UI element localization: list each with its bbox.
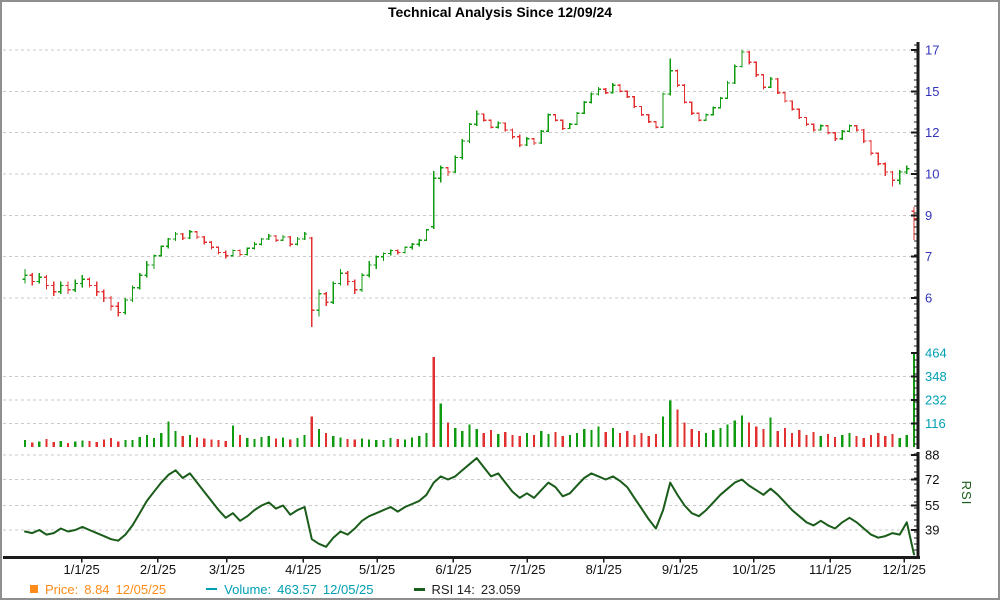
price-axis-label: 15 <box>925 84 939 99</box>
legend-item-rsi: RSI 14: 23.059 <box>413 582 527 597</box>
legend-volume-text: Volume: 463.57 12/05/25 <box>224 582 373 597</box>
legend-price-value: 8.84 <box>84 581 110 597</box>
x-axis-label: 6/1/25 <box>435 562 471 577</box>
gridlines <box>3 49 916 531</box>
price-series-marker-icon <box>30 585 38 593</box>
legend-item-volume: Volume: 463.57 12/05/25 <box>206 582 374 597</box>
rsi-axis-label: 39 <box>925 523 939 538</box>
x-axis-label: 4/1/25 <box>285 562 321 577</box>
rsi-line <box>24 457 915 556</box>
x-axis <box>3 556 920 563</box>
legend-item-price: Price: 8.84 12/05/25 <box>30 582 166 597</box>
legend-rsi-label: RSI 14: <box>431 581 475 597</box>
legend-rsi-text: RSI 14: 23.059 <box>432 582 527 597</box>
price-axis-label: 12 <box>925 125 939 140</box>
x-axis-label: 7/1/25 <box>509 562 545 577</box>
x-axis-label: 11/1/25 <box>809 562 851 577</box>
rsi-pane-axis-title: RSI <box>959 481 974 506</box>
legend-price-date: 12/05/25 <box>115 581 167 597</box>
x-axis-label: 3/1/25 <box>209 562 245 577</box>
right-axis <box>911 42 920 559</box>
volume-series-marker-icon <box>206 588 218 590</box>
rsi-axis-label: 72 <box>925 472 939 487</box>
x-axis-label: 5/1/25 <box>359 562 395 577</box>
x-axis-label: 10/1/25 <box>732 562 775 577</box>
x-axis-label: 2/1/25 <box>140 562 176 577</box>
rsi-series-marker-icon <box>413 587 425 591</box>
legend-volume-date: 12/05/25 <box>322 581 374 597</box>
x-axis-label: 12/1/25 <box>882 562 925 577</box>
page-title: Technical Analysis Since 12/09/24 <box>387 4 613 20</box>
legend-volume-label: Volume: <box>224 581 272 597</box>
price-axis-label: 7 <box>925 249 932 264</box>
volume-bars <box>23 353 916 447</box>
volume-axis-label: 348 <box>925 369 947 384</box>
x-axis-label: 8/1/25 <box>586 562 622 577</box>
legend-volume-value: 463.57 <box>277 581 317 597</box>
x-axis-label: 1/1/25 <box>64 562 100 577</box>
legend-price-label: Price: <box>45 581 79 597</box>
rsi-axis-label: 88 <box>925 448 939 463</box>
legend-rsi-value: 23.059 <box>480 581 521 597</box>
price-axis-label: 10 <box>925 166 939 181</box>
volume-axis-label: 232 <box>925 393 947 408</box>
rsi-axis-label: 55 <box>925 498 939 513</box>
price-axis-label: 9 <box>925 208 932 223</box>
x-axis-label: 9/1/25 <box>662 562 698 577</box>
legend: Price: 8.84 12/05/25 Volume: 463.57 12/05/25… <box>30 581 527 597</box>
legend-price-text: Price: 8.84 12/05/25 <box>45 582 166 597</box>
price-axis-label: 17 <box>925 43 939 58</box>
price-axis-label: 6 <box>925 290 932 305</box>
volume-axis-label: 116 <box>925 416 946 431</box>
price-candles <box>22 50 917 327</box>
volume-axis-label: 464 <box>925 346 947 361</box>
